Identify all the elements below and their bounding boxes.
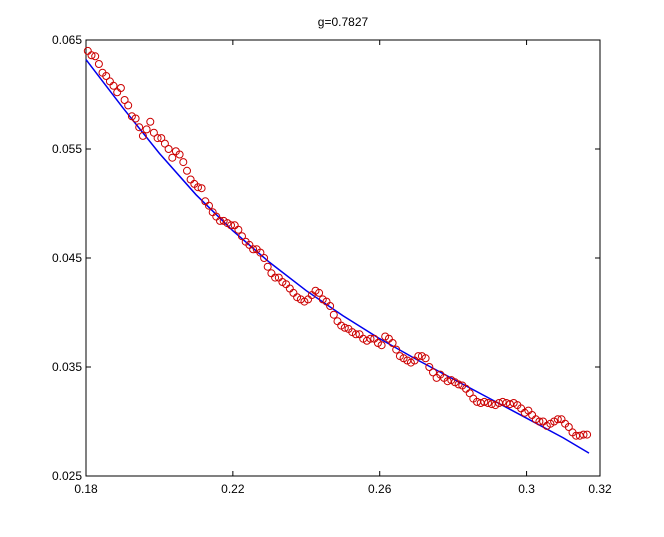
data-point [116, 84, 125, 92]
data-point [153, 134, 162, 143]
axes-group [85, 39, 601, 477]
data-point [421, 354, 430, 363]
data-point [205, 201, 213, 210]
data-point [131, 114, 140, 123]
data-point [164, 145, 173, 153]
data-point [183, 166, 191, 175]
data-point [564, 423, 573, 431]
data-point [175, 150, 184, 159]
data-point [366, 334, 375, 343]
data-point [535, 417, 544, 426]
data-point [109, 81, 118, 90]
data-point [480, 397, 489, 406]
data-point [105, 77, 114, 86]
x-tick-label: 0.3 [518, 482, 535, 496]
data-point [285, 284, 294, 293]
data-point [208, 208, 217, 217]
data-point [579, 430, 588, 439]
y-tick-label: 0.065 [52, 33, 82, 47]
data-point [160, 139, 169, 148]
plot-frame [85, 39, 601, 477]
data-point [484, 399, 492, 407]
x-tick-label: 0.18 [74, 482, 98, 496]
x-tick-label: 0.32 [588, 482, 612, 496]
data-point [326, 302, 335, 310]
x-tick-label: 0.22 [221, 482, 245, 496]
fit-line [85, 59, 590, 454]
data-point [289, 288, 298, 297]
data-point [91, 52, 100, 61]
fit-line-group [85, 59, 590, 454]
data-point [583, 430, 592, 439]
data-point [186, 175, 195, 184]
data-point [498, 397, 507, 406]
data-point [149, 128, 158, 137]
data-point [234, 225, 243, 234]
data-point [194, 183, 202, 192]
data-point [146, 117, 155, 126]
data-point [267, 269, 276, 278]
data-point [135, 123, 144, 132]
data-point [168, 153, 177, 162]
data-point [263, 262, 272, 271]
data-point [429, 368, 437, 377]
data-point [260, 254, 269, 262]
data-point [392, 345, 401, 354]
data-point [120, 96, 129, 104]
y-tick-label: 0.045 [52, 251, 82, 265]
data-point [425, 363, 434, 371]
data-point [333, 317, 342, 326]
data-point [197, 184, 206, 193]
y-tick-label: 0.035 [52, 360, 82, 374]
data-point [83, 46, 92, 55]
data-point [315, 288, 324, 297]
data-point [414, 352, 423, 361]
data-point [157, 134, 166, 143]
data-point [454, 380, 463, 389]
data-point [377, 341, 386, 350]
data-point [179, 158, 188, 167]
data-point [124, 101, 133, 110]
data-point [506, 400, 514, 409]
data-point [102, 72, 111, 80]
data-point [553, 415, 562, 424]
data-point [329, 310, 338, 319]
y-tick-label: 0.055 [52, 142, 82, 156]
x-tick-label: 0.26 [368, 482, 392, 496]
data-point [87, 51, 96, 60]
data-point [138, 131, 147, 140]
data-point [388, 339, 397, 347]
data-point [142, 125, 151, 134]
data-point [351, 330, 360, 339]
ticks-group: 0.18 0.22 0.26 0.3 0.32 0.025 0.035 0.045 0.055 0… [52, 33, 612, 496]
data-point [249, 245, 258, 254]
data-point [465, 389, 474, 398]
data-point [443, 377, 452, 386]
chart-title: g=0.7827 [318, 15, 369, 29]
data-points-group [83, 46, 592, 440]
data-point [94, 60, 103, 68]
data-point [256, 248, 265, 257]
data-point [271, 273, 280, 282]
data-point [113, 88, 122, 97]
data-point [528, 411, 537, 419]
data-point [216, 216, 224, 225]
y-tick-label: 0.025 [52, 469, 82, 483]
data-point [227, 221, 235, 230]
data-point [238, 232, 246, 241]
data-point [340, 323, 349, 332]
data-point [572, 431, 581, 440]
